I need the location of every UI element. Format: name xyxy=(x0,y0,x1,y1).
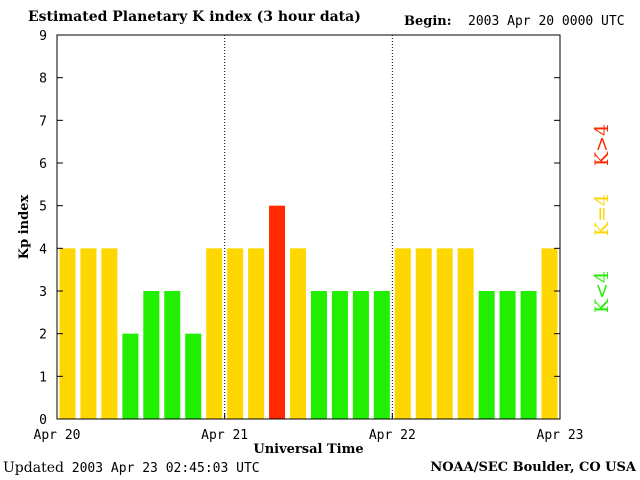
kp-bar xyxy=(331,291,348,419)
y-tick-label: 8 xyxy=(39,72,47,87)
y-tick-label: 5 xyxy=(39,200,47,215)
x-axis: Apr 20 Apr 21 Apr 22 Apr 23 xyxy=(34,413,584,443)
kp-bar xyxy=(394,248,411,419)
legend: K>4 K=4 K<4 xyxy=(591,124,613,313)
kp-bar xyxy=(436,248,453,419)
x-tick-label: Apr 23 xyxy=(537,428,584,443)
bar-series xyxy=(59,205,558,419)
kp-bar xyxy=(206,248,223,419)
kp-bar xyxy=(310,291,327,419)
y-tick-label: 2 xyxy=(39,328,47,343)
y-tick-label: 0 xyxy=(39,413,47,428)
legend-entry: K=4 xyxy=(591,194,613,236)
y-axis: 0 1 2 3 4 5 6 7 8 9 xyxy=(39,29,560,428)
kp-bar xyxy=(59,248,76,419)
kp-bar xyxy=(352,291,369,419)
plot-frame xyxy=(56,34,561,420)
x-axis-title: Universal Time xyxy=(253,442,363,457)
kp-bar xyxy=(520,291,537,419)
kp-bar xyxy=(478,291,495,419)
y-tick-label: 7 xyxy=(39,114,47,129)
legend-entry: K<4 xyxy=(591,271,613,313)
plot-border xyxy=(56,34,561,420)
kp-bar xyxy=(457,248,474,419)
kp-bar xyxy=(164,291,181,419)
y-tick-label: 6 xyxy=(39,157,47,172)
x-tick-label: Apr 22 xyxy=(369,428,416,443)
kp-bar xyxy=(290,248,307,419)
kp-bar xyxy=(373,291,390,419)
kp-bar xyxy=(185,333,202,419)
y-axis-title: Kp index xyxy=(17,195,32,260)
y-tick-label: 3 xyxy=(39,285,47,300)
y-tick-label: 1 xyxy=(39,370,47,385)
kp-bar xyxy=(143,291,160,419)
kp-bar xyxy=(541,248,558,419)
updated-label: Updated xyxy=(3,460,64,476)
begin-label: Begin: xyxy=(404,14,452,29)
kp-bar xyxy=(415,248,432,419)
kp-bar xyxy=(101,248,118,419)
updated-value: 2003 Apr 23 02:45:03 UTC xyxy=(71,461,260,476)
grid-lines xyxy=(224,35,393,419)
kp-bar xyxy=(227,248,244,419)
begin-value: 2003 Apr 20 0000 UTC xyxy=(468,14,625,29)
kp-bar xyxy=(80,248,97,419)
credit-text: NOAA/SEC Boulder, CO USA xyxy=(430,460,636,475)
kp-bar xyxy=(122,333,139,419)
kp-bar xyxy=(499,291,516,419)
y-tick-label: 9 xyxy=(39,29,47,44)
chart-title: Estimated Planetary K index (3 hour data… xyxy=(28,9,361,25)
x-tick-label: Apr 21 xyxy=(201,428,248,443)
legend-entry: K>4 xyxy=(591,124,613,166)
kp-bar xyxy=(269,205,286,419)
x-tick-label: Apr 20 xyxy=(34,428,81,443)
y-tick-label: 4 xyxy=(39,242,47,257)
kp-bar xyxy=(248,248,265,419)
updated-timestamp: Updated 2003 Apr 23 02:45:03 UTC xyxy=(3,460,260,476)
